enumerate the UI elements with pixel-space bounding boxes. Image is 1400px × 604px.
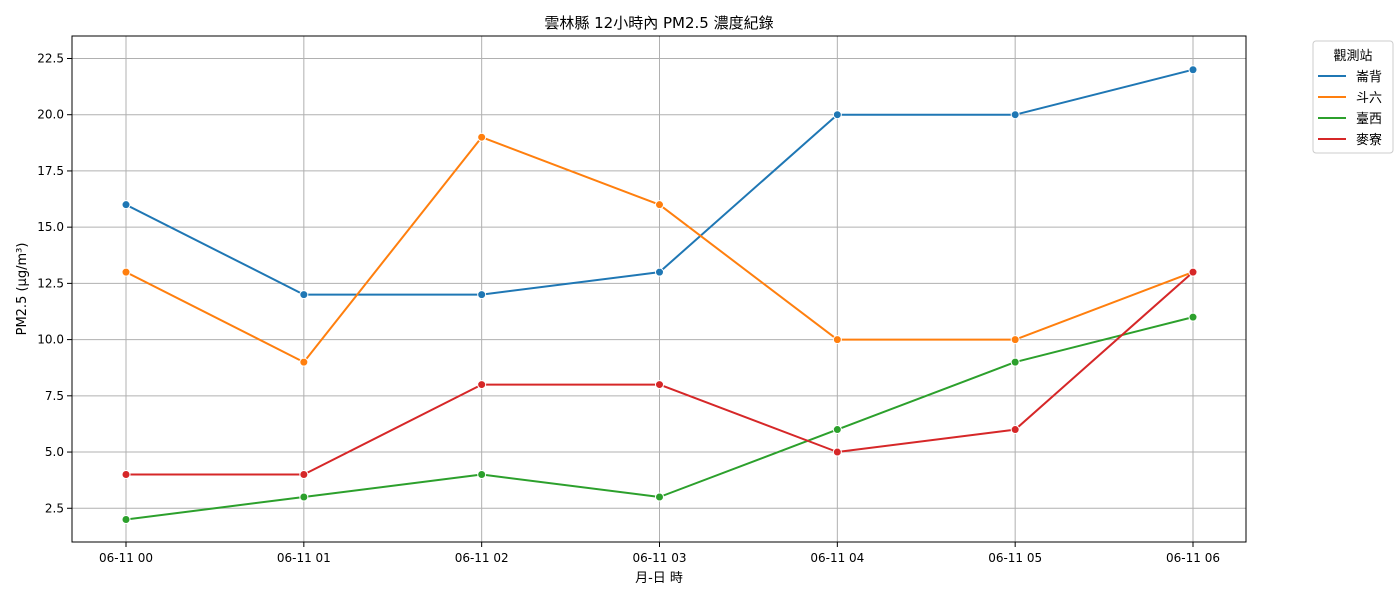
data-point	[655, 200, 664, 210]
x-tick-label: 06-11 05	[988, 551, 1042, 565]
data-point	[655, 267, 664, 277]
x-tick-label: 06-11 06	[1166, 551, 1220, 565]
legend-label: 麥寮	[1356, 132, 1382, 148]
axis-ticks: 06-11 00 06-11 01 06-11 02 06-11 03 06-11 04…	[37, 51, 1220, 565]
y-axis-label: PM2.5 (µg/m³)	[15, 243, 30, 336]
data-point	[121, 200, 131, 210]
x-tick-label: 06-11 00	[99, 551, 153, 565]
data-point	[477, 380, 487, 390]
data-point	[1010, 335, 1020, 345]
series-0	[121, 65, 1198, 300]
y-tick-label: 10.0	[37, 333, 64, 347]
chart-title: 雲林縣 12小時內 PM2.5 濃度紀錄	[544, 14, 773, 32]
data-point	[832, 425, 842, 435]
data-point	[477, 290, 487, 300]
data-point	[299, 357, 309, 367]
legend-label: 崙背	[1356, 70, 1382, 85]
y-tick-label: 2.5	[45, 501, 64, 515]
x-tick-label: 06-11 01	[277, 551, 331, 565]
data-point	[121, 470, 131, 480]
data-point	[477, 132, 487, 142]
data-point	[832, 335, 842, 345]
data-point	[299, 492, 309, 502]
data-point	[1188, 267, 1198, 277]
plot-frame	[71, 35, 1247, 543]
data-point	[655, 492, 664, 502]
x-axis-label: 月-日 時	[635, 571, 683, 586]
data-point	[121, 267, 131, 277]
grid-lines	[72, 36, 1246, 542]
data-point	[299, 470, 309, 480]
legend-title: 觀測站	[1333, 49, 1372, 64]
legend-label: 斗六	[1356, 91, 1382, 106]
y-tick-label: 20.0	[37, 108, 64, 122]
data-point	[832, 447, 842, 457]
series-2	[121, 312, 1198, 525]
x-tick-label: 06-11 02	[455, 551, 509, 565]
x-tick-label: 06-11 03	[633, 551, 687, 565]
series-lines	[121, 65, 1198, 525]
y-tick-label: 22.5	[37, 51, 64, 65]
data-point	[1010, 110, 1020, 120]
legend-box	[1312, 40, 1394, 154]
y-tick-label: 15.0	[37, 220, 64, 234]
legend-label: 臺西	[1356, 112, 1382, 127]
data-point	[655, 380, 664, 390]
data-point	[477, 470, 487, 480]
y-tick-label: 7.5	[45, 389, 64, 403]
data-point	[1010, 425, 1020, 435]
y-tick-label: 12.5	[37, 276, 64, 290]
data-point	[1010, 357, 1020, 367]
y-tick-label: 17.5	[37, 164, 64, 178]
data-point	[121, 515, 131, 525]
x-tick-label: 06-11 04	[810, 551, 864, 565]
series-3	[121, 267, 1198, 480]
data-point	[1188, 65, 1198, 75]
y-tick-label: 5.0	[45, 445, 64, 459]
data-point	[832, 110, 842, 120]
data-point	[299, 290, 309, 300]
data-point	[1188, 312, 1198, 322]
